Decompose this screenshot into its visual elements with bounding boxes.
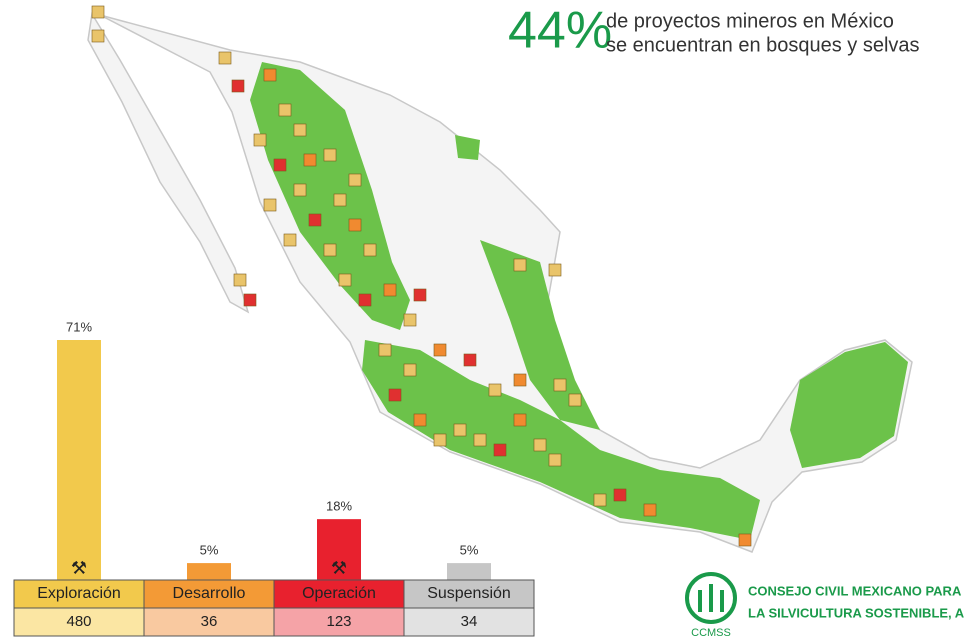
mine-icon [231, 79, 245, 93]
mine-icon [413, 288, 427, 302]
count-label: 123 [326, 613, 351, 630]
mine-icon [383, 283, 397, 297]
mine-icon [548, 453, 562, 467]
bar [447, 563, 491, 580]
count-label: 34 [461, 613, 478, 630]
mine-icon [388, 388, 402, 402]
mine-icon [323, 148, 337, 162]
mine-icon [91, 29, 105, 43]
mine-icon [488, 383, 502, 397]
mine-icon [278, 103, 292, 117]
map [87, 5, 913, 553]
mine-icon [473, 433, 487, 447]
mine-icon [568, 393, 582, 407]
mine-icon [403, 313, 417, 327]
mine-icon [253, 133, 267, 147]
mine-icon [533, 438, 547, 452]
logo-line: LA SILVICULTURA SOSTENIBLE, A.C. [748, 605, 965, 620]
table-header-cell [403, 579, 535, 609]
mine-icon [263, 68, 277, 82]
mine-icon [378, 343, 392, 357]
headline-line: de proyectos mineros en México [606, 10, 894, 32]
logo-acronym: CCMSS [691, 627, 731, 639]
mine-icon [613, 488, 627, 502]
mine-icon [738, 533, 752, 547]
mine-icon [643, 503, 657, 517]
mine-icon [513, 413, 527, 427]
mine-icon [263, 198, 277, 212]
bar-icon: ⚒ [71, 558, 87, 579]
logo-line: CONSEJO CIVIL MEXICANO PARA [748, 583, 962, 598]
value-label: 5% [200, 543, 219, 558]
mine-icon [218, 51, 232, 65]
mine-icon [403, 363, 417, 377]
mine-icon [433, 433, 447, 447]
table-value-cell [143, 607, 275, 637]
mine-icon [303, 153, 317, 167]
mine-icon [293, 123, 307, 137]
mine-icon [323, 243, 337, 257]
bar [187, 563, 231, 580]
bar-icon: ⚒ [331, 558, 347, 579]
mine-icon [493, 443, 507, 457]
mine-icon [348, 173, 362, 187]
value-label: 18% [326, 499, 352, 514]
headline-percent: 44% [508, 2, 612, 60]
category-label: Operación [302, 585, 376, 602]
mine-icon [348, 218, 362, 232]
bars: 71% ⚒ Exploración 480 5% Desarrollo 36 18% ⚒ Oper… [13, 319, 535, 637]
category-label: Suspensión [427, 585, 511, 602]
category-label: Desarrollo [173, 585, 246, 602]
table-value-cell [13, 607, 145, 637]
forest [250, 62, 908, 540]
mine-icon [513, 373, 527, 387]
mine-icon [273, 158, 287, 172]
mine-icon [338, 273, 352, 287]
headline-line: se encuentran en bosques y selvas [606, 34, 920, 56]
value-label: 5% [460, 543, 479, 558]
mine-icon [413, 413, 427, 427]
table-value-cell [403, 607, 535, 637]
mine-icon [308, 213, 322, 227]
count-label: 480 [66, 613, 91, 630]
mine-icon [333, 193, 347, 207]
category-label: Exploración [37, 585, 121, 602]
mine-icon [283, 233, 297, 247]
bar [57, 340, 101, 580]
table-header-cell [13, 579, 145, 609]
mine-icon [453, 423, 467, 437]
mine-icon [358, 293, 372, 307]
mine-icon [243, 293, 257, 307]
bar [317, 519, 361, 580]
value-label: 71% [66, 319, 92, 334]
mine-icon [91, 5, 105, 19]
mine-icon [548, 263, 562, 277]
mine-icon [233, 273, 247, 287]
mine-icon [553, 378, 567, 392]
mine-icon [433, 343, 447, 357]
count-label: 36 [201, 613, 218, 630]
mine-icon [463, 353, 477, 367]
mine-icon [363, 243, 377, 257]
mine-icon [513, 258, 527, 272]
table-value-cell [273, 607, 405, 637]
mine-icon [293, 183, 307, 197]
logo: CCMSS CONSEJO CIVIL MEXICANO PARA LA SIL… [685, 572, 965, 639]
mine-icon [593, 493, 607, 507]
map-baja [87, 11, 250, 314]
mine-icons [91, 5, 752, 547]
